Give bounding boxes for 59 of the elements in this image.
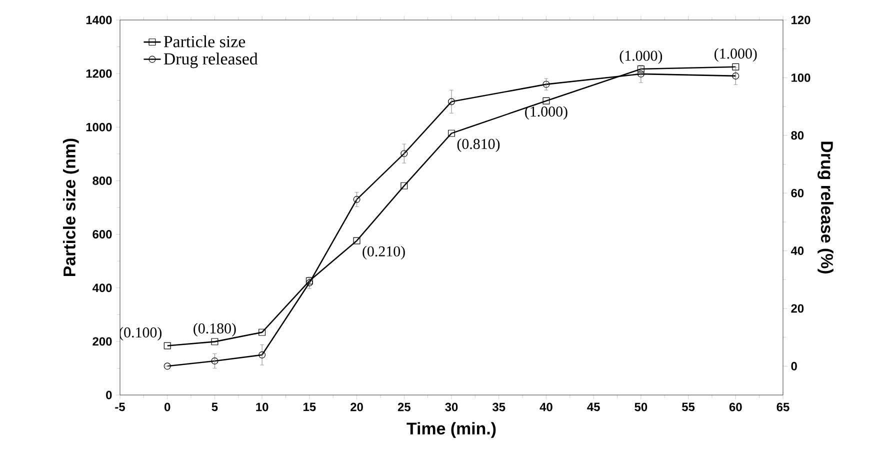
x-axis-title: Time (min.) xyxy=(406,422,496,438)
point xyxy=(211,357,218,364)
y2-tick-label: 40 xyxy=(790,246,804,255)
annotation: (0.180) xyxy=(194,322,236,337)
y2-tick-label: 120 xyxy=(792,16,810,24)
point xyxy=(353,196,360,203)
y2-tick-label: 0 xyxy=(791,362,797,370)
point xyxy=(164,342,171,350)
y2-tick-label: 80 xyxy=(791,131,804,140)
y-tick-label: 1000 xyxy=(86,122,112,132)
y2-tick-label: 60 xyxy=(791,188,804,198)
y-tick-label: 400 xyxy=(92,284,112,292)
y2-axis-title: Drug release (%) xyxy=(818,142,834,274)
x-tick-label: 45 xyxy=(587,402,600,412)
x-tick-label: 30 xyxy=(445,402,458,412)
y-axis-title: Particle size (nm) xyxy=(63,138,79,276)
x-tick-label: 25 xyxy=(398,402,410,412)
y-tick-label: 1400 xyxy=(86,16,112,24)
point xyxy=(448,130,455,137)
x-tick-label: 15 xyxy=(304,402,316,412)
annotation: (0.210) xyxy=(362,246,405,260)
y-tick-label: 200 xyxy=(92,337,112,346)
annotation: (1.000) xyxy=(620,50,662,64)
point xyxy=(211,338,218,346)
point xyxy=(353,237,360,244)
legend-label: Drug released xyxy=(164,52,258,68)
legend-label: Particle size xyxy=(164,35,246,48)
point xyxy=(448,98,455,106)
x-tick-label: 0 xyxy=(164,402,170,412)
x-tick-label: 10 xyxy=(256,402,268,412)
x-tick-label: 5 xyxy=(212,402,218,412)
y-tick-label: 800 xyxy=(92,176,112,185)
y2-tick-label: 100 xyxy=(792,73,810,82)
point xyxy=(637,70,644,78)
y-tick-label: 1200 xyxy=(86,69,112,78)
x-tick-label: 65 xyxy=(776,402,790,412)
y-tick-label: 600 xyxy=(92,230,112,239)
point xyxy=(400,182,408,190)
y-tick-label: 0 xyxy=(106,390,112,400)
point xyxy=(258,328,266,336)
x-tick-label: -5 xyxy=(115,402,125,412)
point xyxy=(542,80,550,88)
point xyxy=(542,97,550,104)
x-tick-label: 60 xyxy=(729,402,742,412)
x-tick-label: 20 xyxy=(350,402,363,412)
annotation: (0.100) xyxy=(119,326,162,341)
annotation: (1.000) xyxy=(525,106,568,120)
x-tick-label: 35 xyxy=(492,402,506,412)
point xyxy=(306,279,313,286)
point xyxy=(258,351,266,358)
y2-tick-label: 20 xyxy=(791,304,804,313)
annotation: (1.000) xyxy=(714,48,757,62)
x-tick-label: 40 xyxy=(540,402,552,412)
x-tick-label: 55 xyxy=(682,402,695,412)
point xyxy=(164,362,171,370)
x-tick-label: 50 xyxy=(634,402,648,412)
point xyxy=(732,72,740,80)
point xyxy=(400,150,408,158)
annotation: (0.810) xyxy=(457,138,500,152)
